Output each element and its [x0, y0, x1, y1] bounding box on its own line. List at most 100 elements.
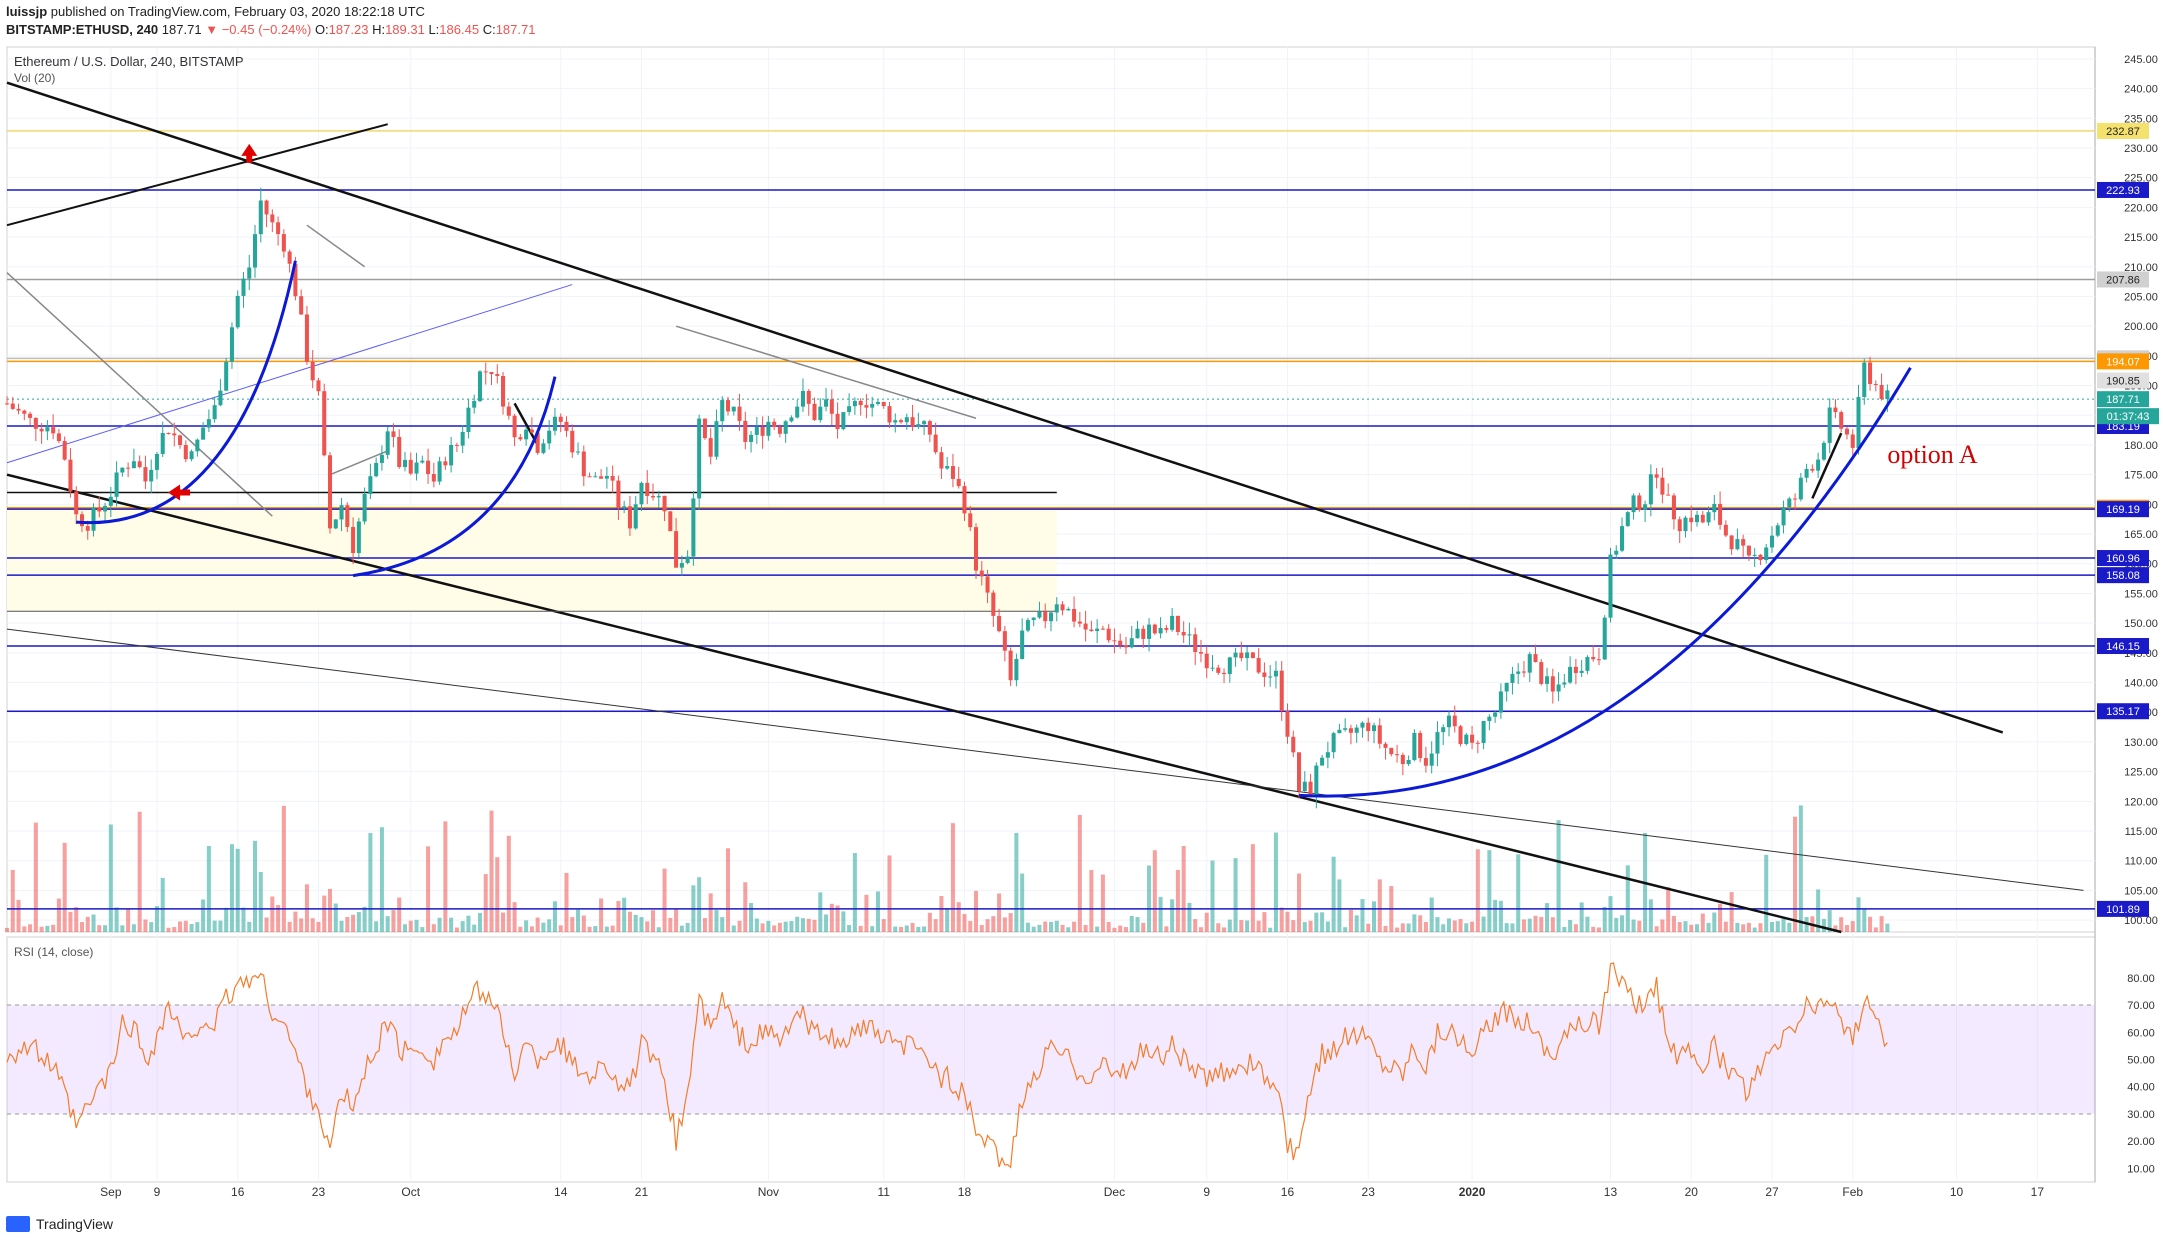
low-value: 186.45	[439, 22, 480, 37]
volume-bar	[645, 921, 650, 932]
volume-bar	[800, 918, 805, 932]
candle-body	[616, 480, 621, 509]
volume-bar	[708, 893, 713, 932]
candle-body	[74, 491, 79, 515]
candle-body	[1464, 734, 1469, 745]
volume-bar	[1302, 922, 1307, 932]
volume-bar	[166, 927, 171, 932]
candle-body	[777, 426, 782, 434]
candle-body	[852, 400, 857, 407]
volume-bar	[1077, 814, 1082, 932]
last-price-badge-bg	[2097, 391, 2149, 408]
candle-body	[149, 469, 154, 482]
volume-bar	[339, 920, 344, 932]
rsi-tick-label: 40.00	[2127, 1082, 2155, 1094]
candle-body	[28, 413, 33, 418]
candle-body	[720, 400, 725, 422]
level-badge-bg	[2097, 271, 2149, 288]
candle-body	[1844, 428, 1849, 435]
rsi-tick-label: 50.00	[2127, 1055, 2155, 1067]
chart-text: 232.87222.93207.86194.58194.07183.19169.…	[14, 54, 2159, 959]
candle-body	[1123, 645, 1129, 648]
volume-bar	[702, 918, 707, 932]
volume-bar	[1297, 873, 1302, 932]
candle-body	[1504, 682, 1509, 692]
candle-body	[1273, 670, 1278, 677]
volume-bar	[1095, 926, 1100, 932]
candle-body	[1793, 498, 1798, 500]
candle-body	[276, 222, 281, 235]
candle-body	[829, 399, 834, 414]
footer: TradingView	[6, 1216, 113, 1232]
candle-body	[564, 421, 569, 431]
volume-bar	[362, 906, 367, 932]
candle-body	[800, 390, 805, 407]
volume-bar	[1418, 915, 1423, 932]
volume-bar	[956, 902, 961, 932]
rsi-label: RSI (14, close)	[14, 945, 93, 959]
volume-bar	[772, 925, 777, 932]
volume-bar	[1164, 926, 1169, 932]
time-tick-label: 16	[1281, 1185, 1295, 1199]
candle-body	[1216, 667, 1221, 673]
volume-bar	[1048, 921, 1054, 932]
open-label: O:	[314, 22, 329, 37]
volume-bar	[287, 921, 292, 932]
volume-bar	[477, 912, 482, 932]
volume-bar	[1562, 926, 1567, 932]
curve-arc	[76, 260, 297, 525]
candle-body	[576, 451, 581, 453]
candle-body	[310, 361, 315, 381]
tradingview-logo-icon[interactable]	[6, 1216, 30, 1232]
volume-bar	[1377, 879, 1382, 932]
volume-bar	[1741, 924, 1746, 932]
volume-bar	[962, 914, 967, 932]
volume-bar	[293, 911, 298, 932]
volume-bar	[824, 914, 829, 932]
volume-bar	[218, 920, 223, 932]
volume-bar	[766, 920, 771, 932]
volume-bar	[1273, 832, 1278, 932]
volume-bar	[933, 919, 938, 932]
volume-bar	[408, 920, 413, 932]
candle-body	[541, 443, 546, 453]
volume-bar	[789, 921, 794, 932]
volume-bar	[1787, 922, 1792, 932]
volume-bar	[460, 921, 465, 932]
volume-bar	[1089, 870, 1094, 932]
candle-body	[760, 426, 765, 436]
candle-body	[322, 391, 327, 456]
candle-body	[1781, 507, 1786, 526]
candle-body	[749, 434, 754, 442]
markers	[168, 143, 258, 501]
level-badge: 160.96	[2106, 553, 2140, 565]
zones	[7, 509, 1057, 612]
candle-body	[1475, 742, 1480, 744]
candle-body	[1002, 631, 1007, 651]
volume-bar	[1498, 900, 1503, 932]
candle-body	[1089, 629, 1094, 632]
level-badge: 158.08	[2106, 570, 2140, 582]
candle-body	[1769, 535, 1775, 548]
candle-body	[789, 417, 794, 422]
volume-bar	[1654, 926, 1659, 932]
candle-body	[1164, 627, 1169, 630]
volume-bar	[1245, 920, 1250, 932]
candle-body	[754, 426, 759, 435]
candle-body	[454, 444, 459, 446]
candle-body	[304, 314, 309, 362]
volume-bar	[1118, 925, 1123, 932]
time-tick-label: 21	[635, 1185, 649, 1199]
brand-name[interactable]: TradingView	[36, 1216, 114, 1232]
candle-body	[22, 410, 27, 414]
volume-bar	[1348, 909, 1353, 932]
trendline	[6, 473, 1842, 934]
time-tick-label: Dec	[1104, 1185, 1125, 1199]
volume-bar	[316, 921, 321, 932]
candle-body	[922, 421, 927, 425]
volume-bar	[1648, 899, 1653, 932]
author-name[interactable]: luissjp	[6, 4, 48, 19]
candle-body	[1573, 666, 1578, 673]
volume-bar	[1568, 920, 1573, 932]
